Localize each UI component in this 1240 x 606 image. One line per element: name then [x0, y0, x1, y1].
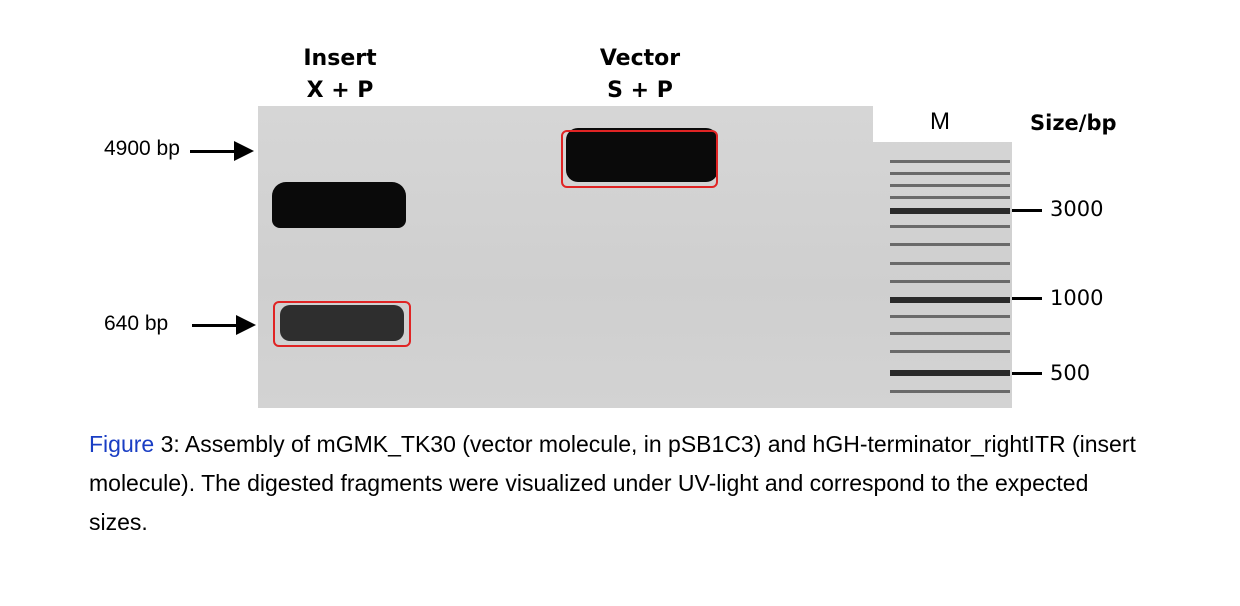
- tick-line: [1012, 372, 1042, 375]
- tick-label-1000: 1000: [1050, 286, 1104, 310]
- tick-label-500: 500: [1050, 361, 1091, 385]
- figure-caption: Figure 3: Assembly of mGMK_TK30 (vector …: [89, 425, 1149, 542]
- arrow-right-icon: [236, 315, 256, 335]
- lane-label-vector: Vector S + P: [590, 43, 690, 107]
- caption-text: 3: Assembly of mGMK_TK30 (vector molecul…: [89, 431, 1136, 535]
- marker-label-4900: 4900 bp: [104, 137, 180, 160]
- ladder-band: [890, 225, 1010, 228]
- tick-line: [1012, 209, 1042, 212]
- ladder-band: [890, 184, 1010, 187]
- lane-enzymes: X + P: [306, 78, 374, 103]
- ladder-band: [890, 172, 1010, 175]
- highlight-box-insert: [273, 301, 411, 347]
- lane-enzymes: S + P: [607, 78, 673, 103]
- ladder-band-1000: [890, 297, 1010, 303]
- ladder-band-500: [890, 370, 1010, 376]
- gel-band-vector: [566, 128, 718, 182]
- gel-notch: [873, 104, 1014, 142]
- highlight-box-vector: [561, 130, 718, 188]
- ladder-band: [890, 262, 1010, 265]
- ladder-label: M: [930, 108, 950, 135]
- tick-line: [1012, 297, 1042, 300]
- ladder-band: [890, 196, 1010, 199]
- tick-label-3000: 3000: [1050, 197, 1104, 221]
- gel-band-insert-640: [280, 305, 404, 341]
- gel-band-insert-upper: [272, 182, 406, 228]
- marker-label-640: 640 bp: [104, 312, 169, 335]
- figure-link[interactable]: Figure: [89, 431, 155, 457]
- arrow-line: [192, 324, 236, 327]
- lane-name: Vector: [599, 46, 681, 71]
- ladder-band: [890, 315, 1010, 318]
- arrow-right-icon: [234, 141, 254, 161]
- ladder-band: [890, 332, 1010, 335]
- lane-label-insert: Insert X + P: [300, 43, 380, 107]
- gel-figure: Insert X + P Vector S + P 4900 bp 640 bp…: [104, 0, 1117, 408]
- lane-name: Insert: [303, 46, 377, 71]
- ladder-band: [890, 280, 1010, 283]
- ladder-band: [890, 350, 1010, 353]
- ladder-band: [890, 160, 1010, 163]
- arrow-line: [190, 150, 234, 153]
- ladder-band-3000: [890, 208, 1010, 214]
- size-header: Size/bp: [1030, 111, 1117, 135]
- cropped-text-fragment: [360, 0, 366, 13]
- ladder-band: [890, 390, 1010, 393]
- ladder-band: [890, 243, 1010, 246]
